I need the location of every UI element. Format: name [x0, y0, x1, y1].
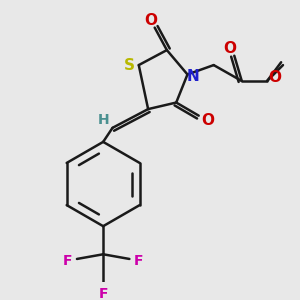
Text: F: F: [98, 286, 108, 300]
Text: N: N: [187, 69, 200, 84]
Text: F: F: [134, 254, 143, 268]
Text: O: O: [202, 113, 214, 128]
Text: S: S: [124, 58, 135, 73]
Text: O: O: [268, 70, 281, 85]
Text: H: H: [98, 113, 109, 127]
Text: F: F: [63, 254, 72, 268]
Text: O: O: [144, 13, 158, 28]
Text: O: O: [223, 41, 236, 56]
